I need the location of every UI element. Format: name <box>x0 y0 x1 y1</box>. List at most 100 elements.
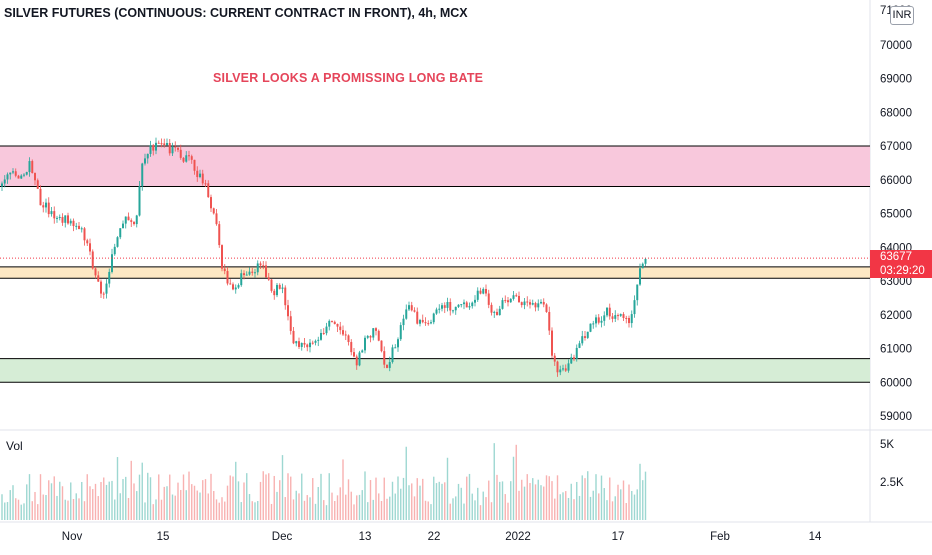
candle-body <box>545 304 548 312</box>
candle-body <box>267 277 270 280</box>
candle-body <box>369 336 372 338</box>
zones-layer <box>0 145 870 383</box>
volume-bar <box>339 487 341 520</box>
volume-bar <box>193 485 196 520</box>
volume-bar <box>413 496 416 520</box>
candle-body <box>199 173 201 178</box>
y-tick-65000: 65000 <box>880 209 912 221</box>
time-axis[interactable]: Nov 15 Dec 13 22 2022 17 Feb 14 <box>62 531 822 543</box>
volume-bar <box>496 474 498 520</box>
candle-body <box>512 295 515 299</box>
volume-bar <box>356 495 358 520</box>
price-axis[interactable]: 7100070000690006800067000660006500064000… <box>880 5 912 423</box>
candle-body <box>276 284 278 296</box>
volume-bar <box>463 503 465 520</box>
volume-bar <box>229 475 231 520</box>
candle-body <box>50 211 53 215</box>
volume-bar <box>378 493 380 520</box>
candle-body <box>317 339 320 341</box>
volume-bar <box>611 501 614 520</box>
volume-bar <box>34 491 36 520</box>
candle-body <box>320 332 322 340</box>
candle-body <box>94 268 97 276</box>
candle-body <box>507 300 509 303</box>
volume-bar <box>548 476 550 520</box>
candle-body <box>595 317 597 324</box>
candle-body <box>584 336 586 338</box>
volume-bar <box>534 484 537 520</box>
candle-body <box>61 216 64 223</box>
candle-body <box>342 330 344 335</box>
volume-bar <box>397 476 399 520</box>
volume-bar <box>116 457 119 520</box>
volume-bar <box>133 483 135 520</box>
volume-bar <box>127 497 130 520</box>
volume-bar <box>551 481 553 520</box>
candle-body <box>100 281 102 294</box>
y-tick-66000: 66000 <box>880 175 912 187</box>
candle-body <box>56 217 58 219</box>
candle-body <box>201 173 204 184</box>
volume-bar <box>94 483 97 520</box>
volume-bar <box>320 473 322 520</box>
volume-bar <box>103 477 105 520</box>
volume-bar <box>581 475 583 520</box>
chart-title: SILVER FUTURES (CONTINUOUS: CURRENT CONT… <box>4 6 468 20</box>
volume-bar <box>317 486 319 520</box>
candle-body <box>119 228 122 238</box>
volume-bar <box>587 471 589 520</box>
volume-bar <box>633 494 636 520</box>
volume-bar <box>449 503 451 520</box>
x-tick-15: 15 <box>157 531 170 543</box>
candle-body <box>537 303 540 308</box>
volume-bar <box>26 484 28 520</box>
volume-bar <box>562 492 564 520</box>
volume-bar <box>617 484 619 520</box>
volume-bar <box>191 484 193 520</box>
candle-body <box>581 336 584 344</box>
candle-body <box>204 183 207 185</box>
volume-bar <box>270 503 273 520</box>
volume-bar <box>628 484 630 520</box>
candle-body <box>262 265 265 267</box>
volume-bar <box>625 503 627 520</box>
candle-body <box>105 283 108 294</box>
volume-bar <box>435 483 438 520</box>
candle-body <box>278 284 281 289</box>
vol-tick-5k: 5K <box>880 439 894 451</box>
candle-body <box>168 143 171 154</box>
volume-bar <box>301 473 303 520</box>
volume-bar <box>185 490 187 520</box>
volume-bar <box>466 476 468 520</box>
volume-bar <box>48 480 50 520</box>
candle-body <box>542 301 545 305</box>
volume-bar <box>147 472 149 520</box>
candle-body <box>113 246 116 255</box>
volume-bar <box>100 482 102 520</box>
candle-body <box>1 183 3 187</box>
currency-button[interactable]: INR <box>890 6 914 25</box>
y-tick-63000: 63000 <box>880 276 912 288</box>
volume-bar <box>540 485 542 520</box>
candle-body <box>259 263 262 266</box>
candle-body <box>12 171 14 173</box>
candle-body <box>322 332 325 334</box>
volume-bar <box>119 493 121 520</box>
candle-body <box>540 301 542 304</box>
candle-body <box>603 315 606 321</box>
candle-body <box>496 311 498 316</box>
candle-body <box>298 341 300 347</box>
volume-bar <box>383 477 385 520</box>
candle-body <box>234 287 237 290</box>
volume-bar <box>251 501 253 520</box>
candle-body <box>639 268 641 285</box>
candle-body <box>155 142 157 151</box>
volume-bar <box>380 500 383 520</box>
candle-body <box>529 302 531 305</box>
volume-bar <box>105 484 108 520</box>
candle-body <box>240 273 243 286</box>
volume-bar <box>213 490 215 520</box>
candle-body <box>399 325 402 340</box>
